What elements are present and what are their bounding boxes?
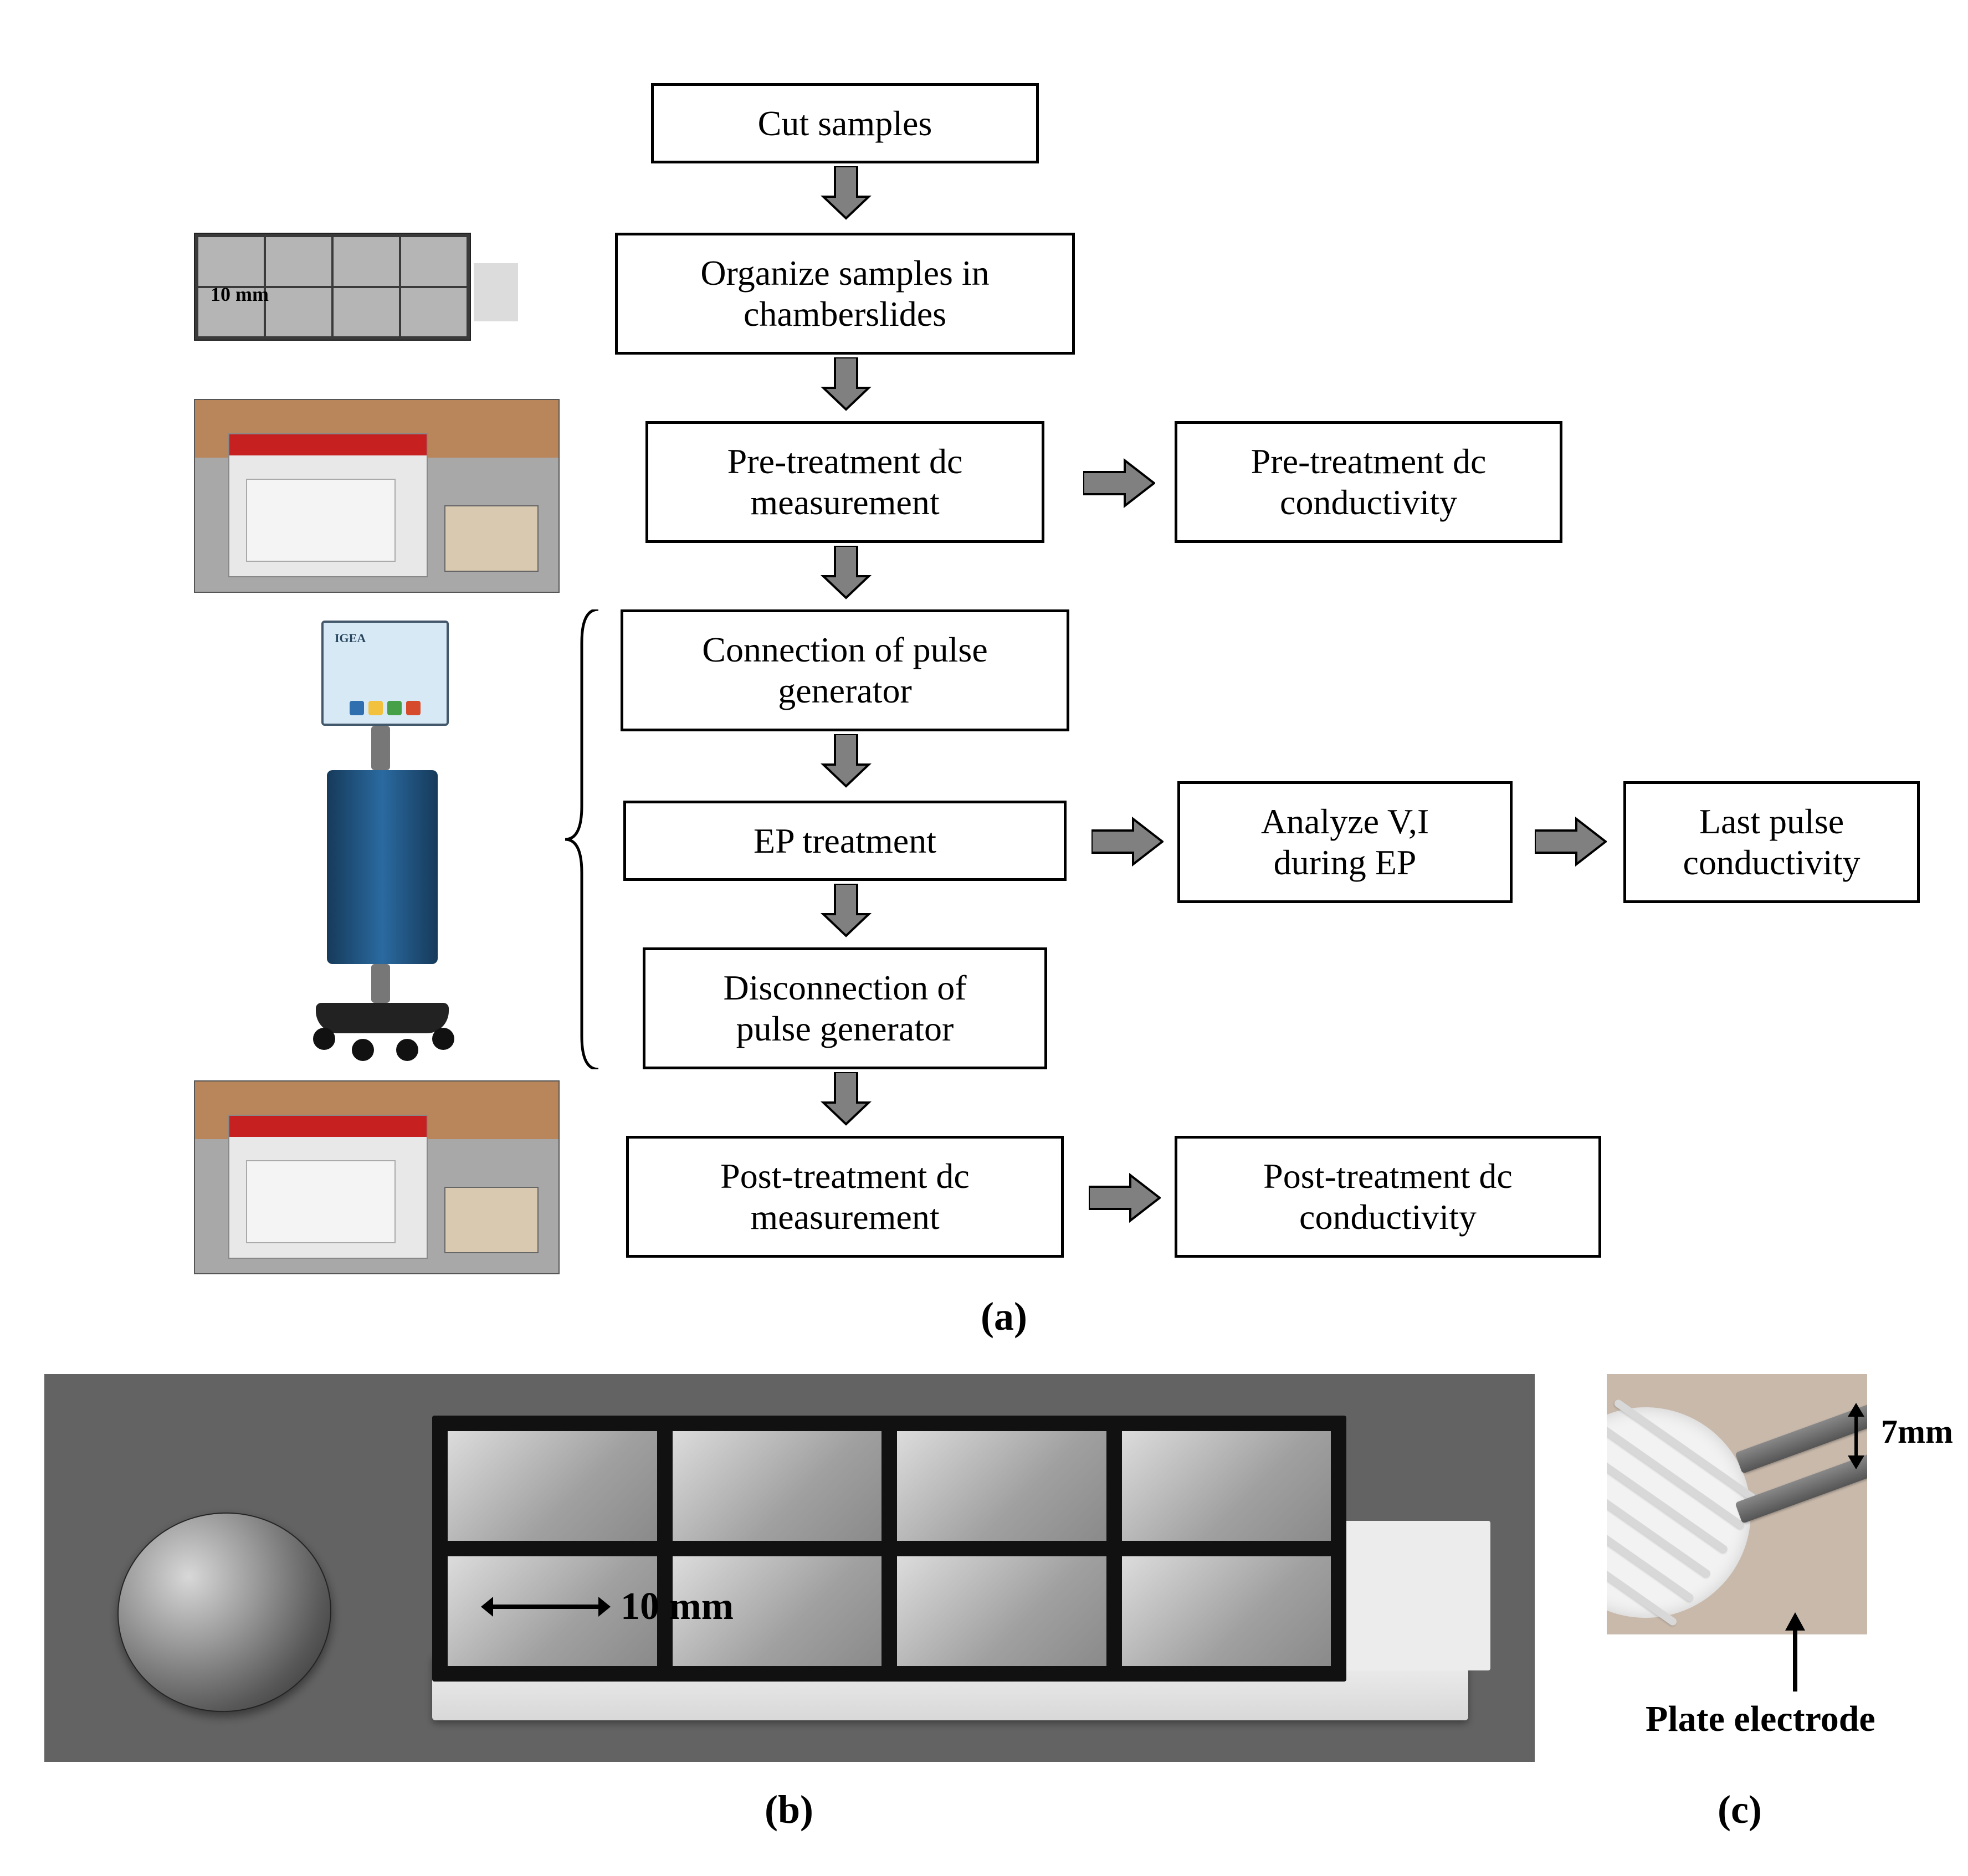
arrow-down-icon	[820, 357, 873, 421]
panel-a-label: (a)	[981, 1294, 1027, 1340]
arrow-down-icon	[820, 166, 873, 230]
arrow-down-icon	[820, 546, 873, 609]
photo-pulse-generator: IGEA	[260, 621, 493, 1064]
box-cut-samples-label: Cut samples	[758, 103, 932, 144]
arrow-right-icon	[1083, 457, 1155, 510]
box-posttreatment-dc-label: Post-treatment dc measurement	[720, 1156, 970, 1237]
well	[889, 1423, 1114, 1549]
box-last-pulse-conductivity: Last pulse conductivity	[1623, 781, 1920, 903]
arrow-down-icon	[820, 734, 873, 798]
box-analyze-vi: Analyze V,I during EP	[1177, 781, 1513, 903]
plate-electrode-caption: Plate electrode	[1646, 1698, 1875, 1740]
arrow-down-icon	[820, 884, 873, 947]
box-disconnection-pulse-gen-label: Disconnection of pulse generator	[724, 967, 967, 1049]
well	[1114, 1423, 1339, 1549]
figure-canvas: 10 mm IGEA	[0, 0, 1968, 1876]
box-pretreatment-conductivity: Pre-treatment dc conductivity	[1175, 421, 1562, 543]
photo-equipment-pretreatment	[194, 399, 560, 593]
mini-scale-label: 10 mm	[211, 283, 269, 306]
arrow-right-icon	[1535, 816, 1607, 868]
box-pretreatment-dc-label: Pre-treatment dc measurement	[727, 441, 963, 522]
well	[440, 1423, 665, 1549]
photo-panel-c	[1607, 1374, 1867, 1634]
euro-coin	[107, 1502, 341, 1723]
box-posttreatment-conductivity: Post-treatment dc conductivity	[1175, 1136, 1601, 1258]
box-last-pulse-conductivity-label: Last pulse conductivity	[1683, 801, 1861, 883]
photo-chamberslide-mini-tab	[474, 263, 518, 321]
dimension-7mm-label: 7mm	[1881, 1413, 1953, 1451]
photo-equipment-posttreatment	[194, 1080, 560, 1274]
plate-electrode-arrow-icon	[1779, 1610, 1812, 1695]
box-pretreatment-dc: Pre-treatment dc measurement	[645, 421, 1044, 543]
box-ep-treatment-label: EP treatment	[754, 821, 936, 862]
scale-bar-label: 10 mm	[621, 1585, 734, 1629]
box-analyze-vi-label: Analyze V,I during EP	[1261, 801, 1429, 883]
well	[665, 1423, 890, 1549]
box-organize-samples: Organize samples in chamberslides	[615, 233, 1075, 355]
arrow-right-icon	[1089, 1172, 1161, 1224]
box-organize-samples-label: Organize samples in chamberslides	[700, 253, 989, 334]
box-ep-treatment: EP treatment	[623, 801, 1067, 881]
scale-bar-10mm: 10 mm	[493, 1585, 734, 1629]
arrow-right-icon	[1091, 816, 1164, 868]
box-posttreatment-conductivity-label: Post-treatment dc conductivity	[1263, 1156, 1513, 1237]
box-posttreatment-dc: Post-treatment dc measurement	[626, 1136, 1064, 1258]
box-pretreatment-conductivity-label: Pre-treatment dc conductivity	[1251, 441, 1487, 522]
well	[889, 1549, 1114, 1674]
arrow-down-icon	[820, 1072, 873, 1136]
panel-c-label: (c)	[1718, 1787, 1762, 1833]
brace-pulse-generator	[560, 609, 604, 1072]
dimension-7mm-arrows	[1839, 1400, 1873, 1472]
photo-panel-b: 10 mm	[44, 1374, 1535, 1762]
panel-b-label: (b)	[765, 1787, 813, 1833]
box-cut-samples: Cut samples	[651, 83, 1039, 163]
box-disconnection-pulse-gen: Disconnection of pulse generator	[643, 947, 1047, 1069]
box-connection-pulse-gen-label: Connection of pulse generator	[702, 629, 987, 711]
box-connection-pulse-gen: Connection of pulse generator	[621, 609, 1069, 731]
well	[1114, 1549, 1339, 1674]
chamberslide-wells	[432, 1416, 1346, 1682]
chamberslide-sample-holder	[432, 1416, 1468, 1726]
